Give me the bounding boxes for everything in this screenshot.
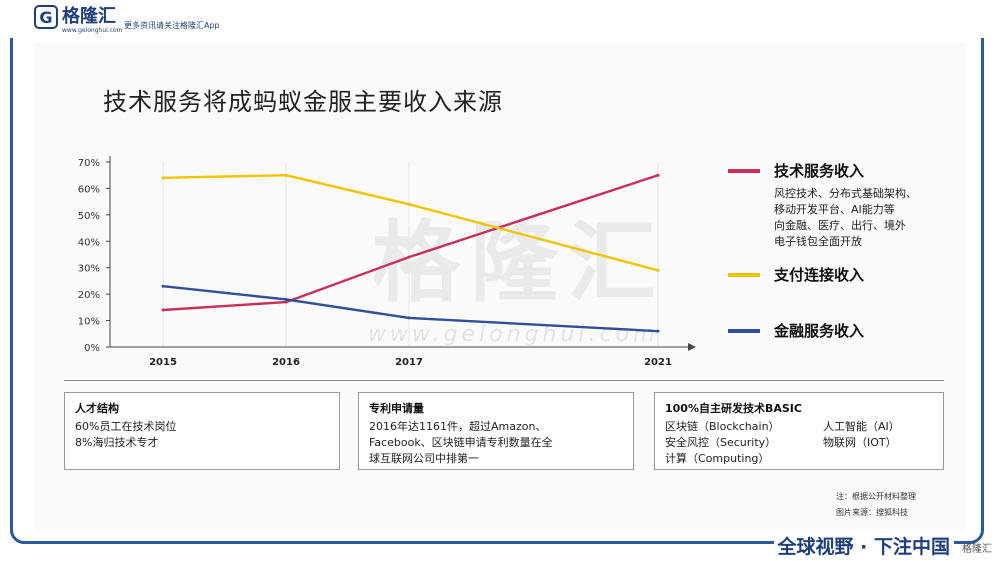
legend-swatch	[728, 169, 760, 173]
talent-line: 8%海归技术专才	[75, 436, 159, 449]
basic-box: 100%自主研发技术BASIC 区块链（Blockchain） 安全风控（Sec…	[654, 392, 944, 470]
brand-logo[interactable]: G 格隆汇	[34, 5, 116, 29]
y-tick-label: 50%	[78, 211, 100, 222]
patent-line: 2016年达1161件，超过Amazon、	[369, 420, 547, 433]
slide-title: 技术服务将成蚂蚁金服主要收入来源	[103, 88, 503, 116]
y-tick-label: 60%	[78, 184, 100, 195]
series-point	[407, 255, 411, 259]
series-point	[407, 202, 411, 206]
y-tick-label: 30%	[78, 264, 100, 275]
legend-swatch	[728, 329, 760, 333]
legend-description-line: 电子钱包全面开放	[774, 235, 862, 248]
watermark-url: www.gelonghui.com	[368, 322, 659, 347]
legend-description: 风控技术、分布式基础架构、 移动开发平台、AI能力等 向金融、医疗、出行、境外 电子钱…	[774, 186, 954, 250]
series-point	[656, 173, 660, 177]
series-line	[162, 174, 659, 312]
series-line	[162, 285, 659, 333]
basic-right-column: 人工智能（AI） 物联网（IOT）	[823, 419, 900, 467]
brand-mark-icon: G	[34, 5, 58, 29]
brand-slogan: 更多资讯请关注格隆汇App	[124, 21, 220, 30]
brand-name: 格隆汇	[62, 6, 116, 27]
x-tick-label: 2021	[644, 357, 672, 368]
legend-swatch	[728, 273, 760, 277]
legend-label: 支付连接收入	[774, 266, 865, 284]
series-point	[284, 297, 288, 301]
source-note: 注：根据公开材料整理	[836, 492, 916, 501]
legend-label: 金融服务收入	[774, 322, 865, 340]
basic-item: 安全风控（Security）	[665, 436, 777, 449]
series-point	[656, 329, 660, 333]
image-source-note: 图片来源：搜狐科技	[836, 508, 908, 517]
line-chart: 0% 10% 20% 30% 40% 50% 60% 70% 2015 2016 2017 2021	[78, 156, 696, 368]
series-point	[161, 284, 165, 288]
y-tick-label: 70%	[78, 158, 100, 169]
y-tick-label: 0%	[84, 343, 100, 354]
footer-slogan: 全球视野 · 下注中国	[773, 532, 954, 559]
basic-item: 区块链（Blockchain）	[665, 420, 780, 433]
y-tick-label: 20%	[78, 290, 100, 301]
brand-url: www.gelonghui.com	[62, 27, 123, 34]
series-line	[162, 174, 659, 272]
basic-item: 计算（Computing）	[665, 452, 770, 465]
watermark-text: 格隆汇	[372, 211, 667, 314]
series-point	[407, 316, 411, 320]
series-point	[161, 176, 165, 180]
series-point	[284, 300, 288, 304]
basic-item: 人工智能（AI）	[823, 420, 900, 433]
patent-box: 专利申请量 2016年达1161件，超过Amazon、 Facebook、区块链…	[358, 392, 634, 470]
basic-item: 物联网（IOT）	[823, 436, 897, 449]
legend-label: 技术服务收入	[774, 162, 865, 180]
legend-description-line: 移动开发平台、AI能力等	[774, 203, 895, 216]
x-axis-arrow	[688, 343, 696, 351]
legend-description-line: 风控技术、分布式基础架构、	[774, 187, 917, 200]
talent-box: 人才结构 60%员工在技术岗位 8%海归技术专才	[64, 392, 340, 470]
top-bar: G 格隆汇 www.gelonghui.com 更多资讯请关注格隆汇App	[0, 0, 1000, 38]
y-tick-label: 10%	[78, 317, 100, 328]
x-tick-label: 2017	[395, 357, 423, 368]
basic-columns: 区块链（Blockchain） 安全风控（Security） 计算（Comput…	[665, 419, 933, 467]
patent-line: Facebook、区块链申请专利数量在全	[369, 436, 553, 449]
series-point	[161, 308, 165, 312]
talent-line: 60%员工在技术岗位	[75, 420, 177, 433]
y-tick-label: 40%	[78, 237, 100, 248]
x-tick-label: 2015	[149, 357, 177, 368]
x-tick-label: 2016	[272, 357, 300, 368]
series-point	[284, 173, 288, 177]
series-point	[656, 268, 660, 272]
patent-line: 球互联网公司中排第一	[369, 452, 479, 465]
basic-left-column: 区块链（Blockchain） 安全风控（Security） 计算（Comput…	[665, 419, 823, 467]
talent-box-title: 人才结构	[75, 402, 119, 415]
patent-box-title: 专利申请量	[369, 402, 424, 415]
basic-box-title: 100%自主研发技术BASIC	[665, 402, 802, 415]
section-divider	[64, 380, 944, 381]
legend-description-line: 向金融、医疗、出行、境外	[774, 219, 906, 232]
footer-logo[interactable]: 格隆汇	[962, 544, 992, 555]
